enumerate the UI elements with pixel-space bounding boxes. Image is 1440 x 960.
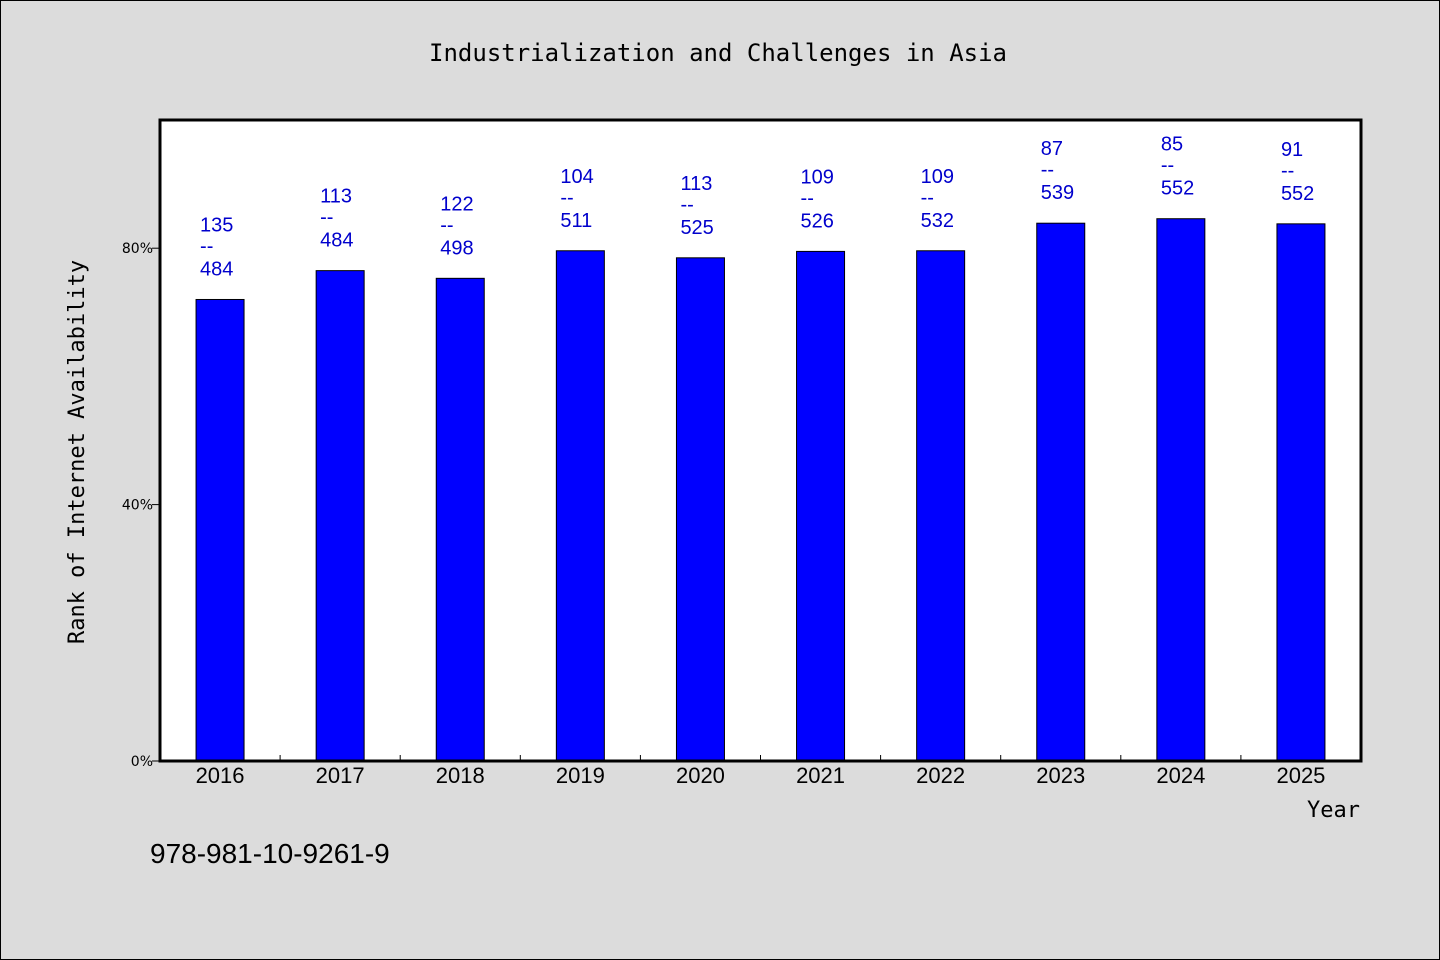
annotation-total: 532 [921,210,954,232]
x-tick-label: 2022 [916,763,965,788]
annotation-rank: 109 [921,166,954,188]
annotation-total: 525 [680,217,713,239]
annotation-separator: -- [200,235,213,257]
y-axis-label: Rank of Internet Availability [65,260,90,644]
isbn-text: 978-981-10-9261-9 [150,838,390,869]
bar [1036,222,1086,762]
annotation-total: 511 [560,210,592,232]
annotation-total: 539 [1041,182,1074,204]
annotation-separator: -- [320,207,333,229]
annotation-rank: 109 [801,166,834,188]
annotation-rank: 104 [560,166,593,188]
bar [315,270,365,762]
annotations-layer: 135--484113--484122--498104--511113--525… [200,134,1314,281]
x-tick-label: 2019 [556,763,605,788]
x-tick-label: 2020 [676,763,725,788]
bar [555,250,605,762]
bar [916,250,966,762]
x-axis-label: Year [1307,798,1360,823]
bar [435,277,485,762]
annotation-total: 484 [320,230,353,252]
plot-frame [158,118,1363,763]
annotation-separator: -- [680,194,693,216]
bars-layer [195,218,1326,762]
annotation-separator: -- [1281,160,1294,182]
bar [675,257,725,762]
x-tick-label: 2021 [796,763,845,788]
annotation-rank: 85 [1161,134,1183,156]
annotation-rank: 122 [440,193,473,215]
annotation-total: 552 [1281,183,1314,205]
x-tick-label: 2016 [196,763,245,788]
bar [796,250,846,762]
x-tick-label: 2024 [1156,763,1205,788]
annotation-separator: -- [801,187,814,209]
bar [1156,218,1206,762]
bar [195,298,245,762]
annotation-separator: -- [560,187,573,209]
annotation-rank: 87 [1041,138,1063,160]
chart-title: Industrialization and Challenges in Asia [429,39,1007,67]
annotation-total: 498 [440,237,473,259]
annotation-rank: 135 [200,214,233,236]
x-tick-label: 2018 [436,763,485,788]
annotation-separator: -- [1041,159,1054,181]
y-tick-label: 0% [131,754,153,770]
x-tick-label: 2025 [1276,763,1325,788]
annotation-total: 552 [1161,178,1194,200]
labels-layer: 0% 40% 80% 2016 2017 2018 2019 2020 2021 2022 2023… [122,241,1326,788]
x-tick-label: 2023 [1036,763,1085,788]
x-tick-label: 2017 [316,763,365,788]
annotation-separator: -- [921,187,934,209]
y-tick-label: 40% [122,498,153,514]
annotation-separator: -- [440,214,453,236]
annotation-rank: 113 [320,186,352,208]
annotation-total: 484 [200,258,233,280]
annotation-rank: 91 [1281,139,1303,161]
annotation-total: 526 [801,210,834,232]
annotation-rank: 113 [680,173,712,195]
bar [1276,223,1326,762]
y-tick-label: 80% [122,241,153,257]
annotation-separator: -- [1161,155,1174,177]
